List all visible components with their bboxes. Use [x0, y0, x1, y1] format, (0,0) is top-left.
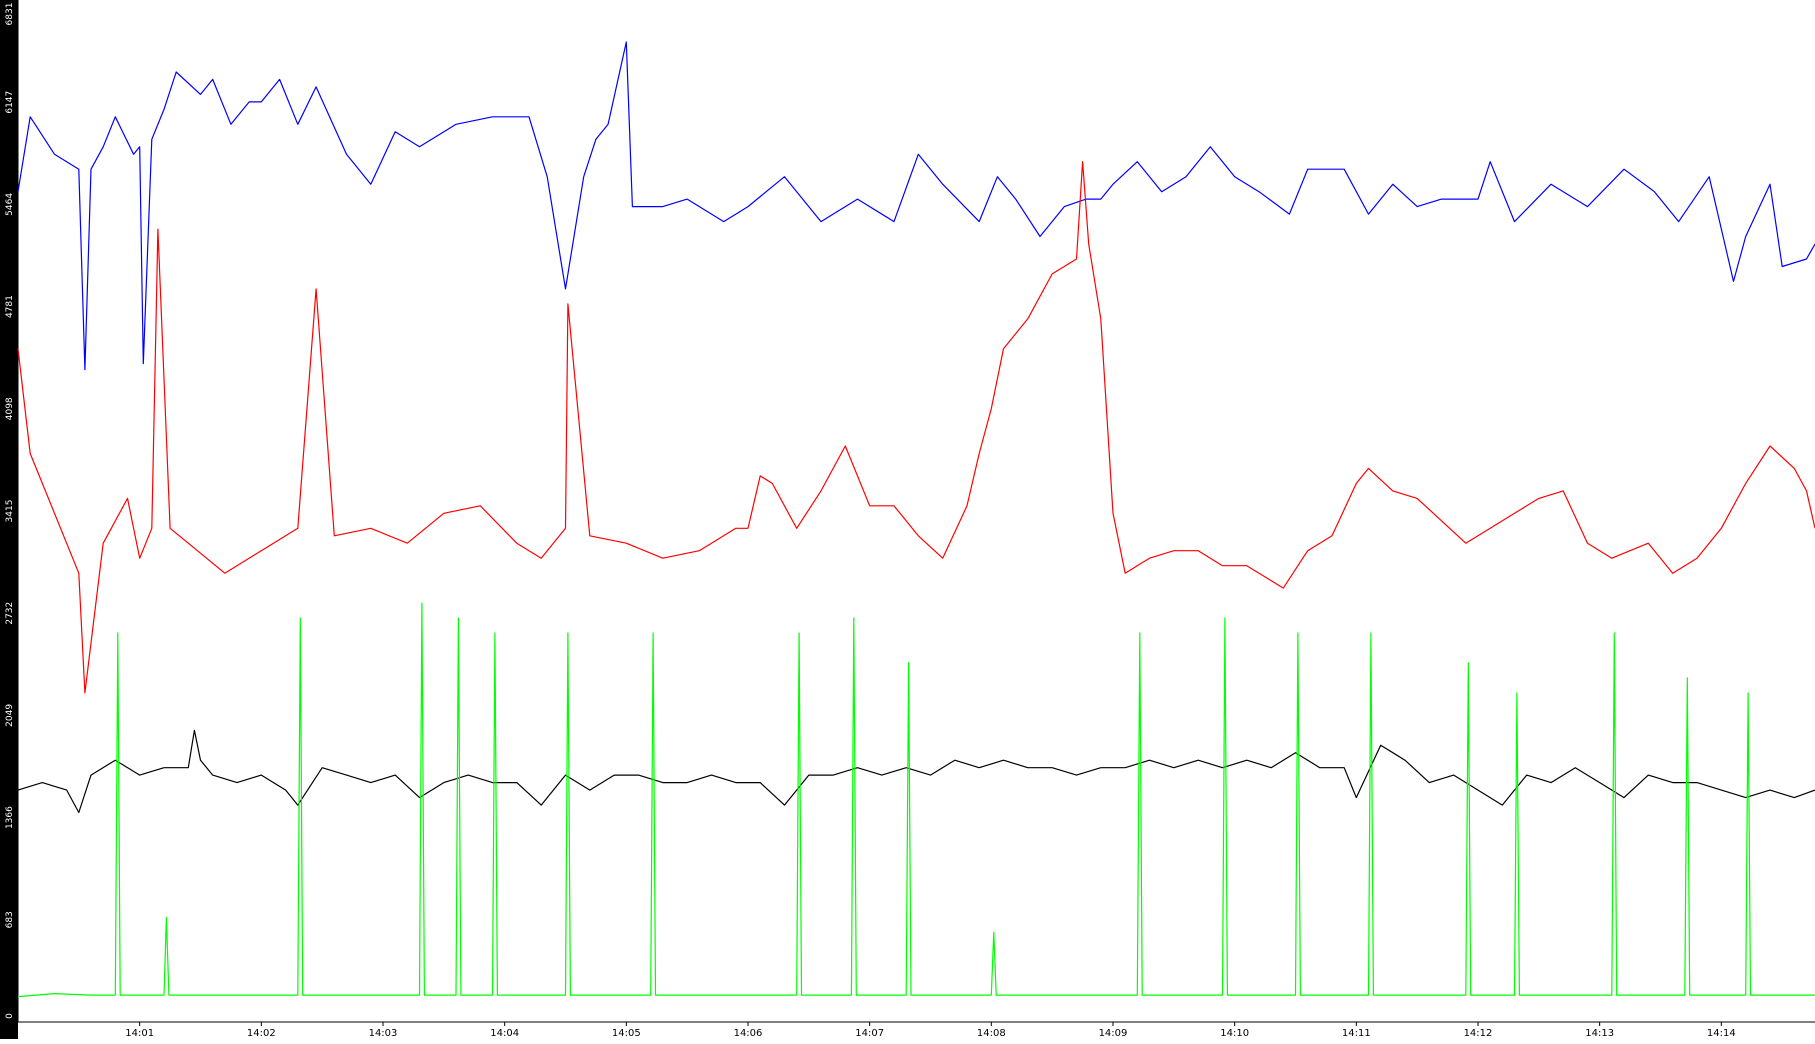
- y-tick-label: 5464: [5, 193, 15, 216]
- x-tick-label: 14:12: [1464, 1028, 1493, 1039]
- x-tick-label: 14:10: [1220, 1028, 1249, 1039]
- series-line-3: [17, 729, 1815, 814]
- y-tick-label: 2732: [5, 602, 15, 625]
- x-tick-label: 14:14: [1707, 1028, 1736, 1039]
- y-tick-label: 3415: [5, 500, 15, 523]
- y-tick-label: 2049: [5, 704, 15, 727]
- series-line-2: [17, 161, 1815, 694]
- y-tick-label: 1366: [5, 806, 15, 829]
- y-tick-label: 0: [5, 1013, 15, 1019]
- y-tick-label: 4098: [5, 397, 15, 420]
- y-tick-labels: 0 683 1366 2049 2732 3415 4098 4781 5464 6147 6831: [5, 3, 15, 1019]
- series-line-1: [17, 41, 1815, 371]
- x-tick-label: 14:07: [855, 1028, 884, 1039]
- series-line-4: [17, 602, 1815, 998]
- y-tick-label: 6831: [5, 3, 15, 26]
- y-tick-label: 4781: [5, 295, 15, 318]
- x-tick-label: 14:05: [612, 1028, 641, 1039]
- x-tick-label: 14:02: [247, 1028, 276, 1039]
- x-tick-label: 14:04: [490, 1028, 519, 1039]
- x-tick-labels: 14:01 14:02 14:03 14:04 14:05 14:06 14:07 14:08…: [125, 1022, 1736, 1039]
- x-tick-label: 14:06: [734, 1028, 763, 1039]
- x-tick-label: 14:09: [1099, 1028, 1128, 1039]
- x-tick-label: 14:08: [977, 1028, 1006, 1039]
- series-layer: [17, 41, 1815, 998]
- y-tick-label: 683: [5, 911, 15, 928]
- x-tick-label: 14:13: [1585, 1028, 1614, 1039]
- left-axis-band: [0, 0, 18, 1039]
- x-tick-label: 14:11: [1342, 1028, 1371, 1039]
- y-tick-label: 6147: [5, 91, 15, 114]
- x-tick-label: 14:01: [125, 1028, 154, 1039]
- x-tick-label: 14:03: [369, 1028, 398, 1039]
